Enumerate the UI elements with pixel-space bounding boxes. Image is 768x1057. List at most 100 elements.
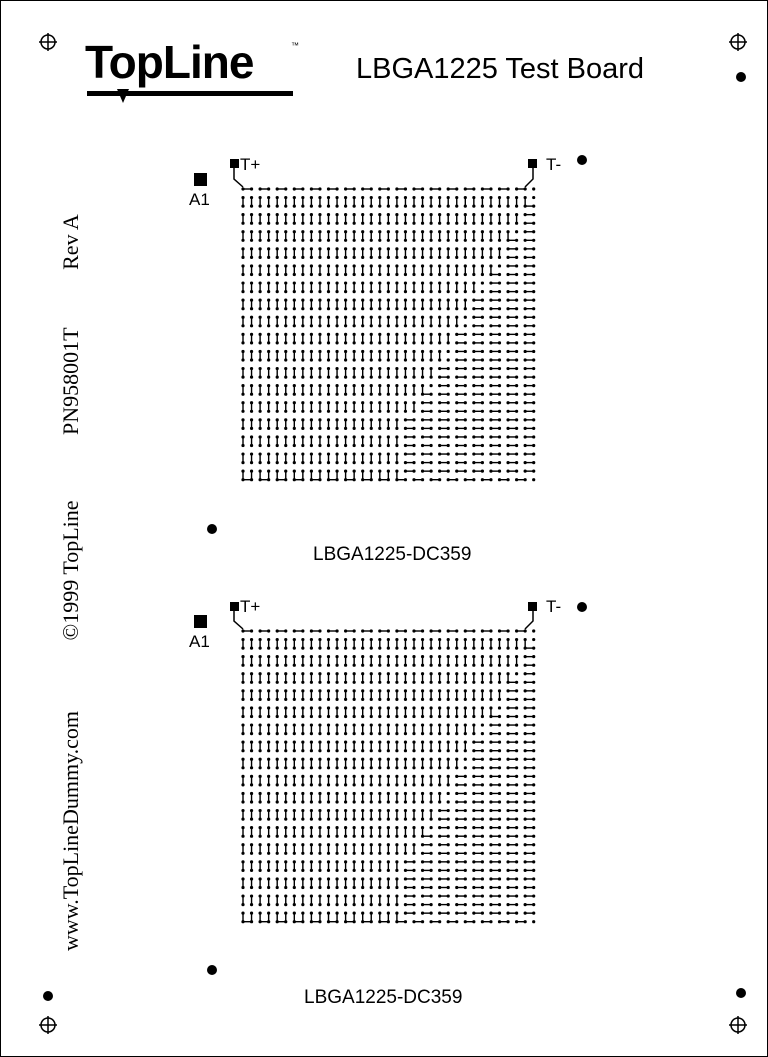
solder-ball (267, 195, 271, 200)
solder-ball (455, 834, 459, 838)
solder-ball (378, 315, 382, 319)
solder-ball (420, 315, 425, 319)
solder-ball (241, 860, 245, 864)
solder-ball (258, 401, 262, 405)
solder-ball (249, 697, 254, 701)
solder-ball (275, 689, 279, 693)
solder-ball (455, 646, 459, 650)
fiducial-dot-icon (577, 155, 587, 165)
solder-ball (369, 791, 373, 796)
solder-ball (420, 221, 425, 225)
registration-target-icon (39, 1016, 57, 1034)
solder-ball (335, 689, 339, 693)
fiducial-dot-icon (577, 602, 587, 612)
solder-ball (352, 315, 356, 319)
solder-ball (420, 697, 425, 701)
solder-ball (275, 791, 279, 796)
solder-ball (480, 655, 484, 659)
solder-ball (309, 680, 313, 684)
solder-ball (395, 868, 399, 872)
a1-marker (194, 615, 207, 628)
solder-ball (326, 646, 331, 650)
solder-ball (258, 766, 262, 770)
solder-ball (412, 920, 416, 924)
solder-ball (463, 213, 467, 217)
solder-ball (352, 204, 356, 208)
solder-ball (515, 920, 519, 924)
solder-ball (275, 680, 279, 684)
solder-ball (506, 213, 510, 217)
solder-ball (455, 697, 459, 701)
solder-ball (352, 706, 356, 710)
solder-ball (249, 766, 254, 770)
solder-ball (455, 903, 459, 907)
solder-ball (369, 646, 373, 650)
solder-ball (455, 366, 459, 371)
solder-ball (463, 478, 467, 482)
solder-ball (301, 783, 305, 787)
solder-ball (309, 791, 313, 796)
solder-ball (326, 680, 331, 684)
solder-ball (267, 204, 271, 208)
solder-ball (326, 868, 331, 872)
solder-ball (318, 766, 322, 770)
solder-ball (369, 783, 373, 787)
solder-ball (403, 418, 408, 422)
solder-ball (378, 349, 382, 354)
solder-ball (378, 646, 382, 650)
solder-ball (515, 213, 519, 217)
solder-ball (455, 851, 459, 855)
solder-ball (446, 221, 450, 225)
solder-ball (335, 221, 339, 225)
solder-ball (301, 315, 305, 319)
solder-ball (438, 774, 442, 778)
solder-ball (326, 766, 331, 770)
solder-ball (335, 646, 339, 650)
solder-ball (241, 221, 245, 225)
solder-ball (241, 706, 245, 710)
solder-ball (395, 195, 399, 200)
solder-ball (438, 221, 442, 225)
solder-ball (284, 680, 288, 684)
solder-ball (497, 655, 502, 659)
solder-ball (284, 689, 288, 693)
solder-ball (344, 401, 348, 405)
solder-ball (455, 452, 459, 456)
solder-ball (284, 366, 288, 371)
solder-ball (309, 868, 313, 872)
solder-ball (344, 349, 348, 354)
solder-ball (455, 384, 459, 388)
solder-ball (344, 868, 348, 872)
solder-ball (429, 315, 433, 319)
solder-ball (267, 680, 271, 684)
solder-ball (455, 469, 459, 473)
solder-ball (249, 213, 254, 217)
solder-ball (455, 655, 459, 659)
solder-ball (455, 860, 459, 864)
solder-ball (515, 646, 519, 650)
solder-ball (378, 281, 382, 285)
solder-ball (352, 697, 356, 701)
solder-ball (361, 281, 365, 285)
solder-ball (335, 774, 339, 778)
solder-ball (420, 443, 425, 448)
solder-ball (318, 689, 322, 693)
solder-ball (309, 629, 313, 633)
solder-ball (438, 766, 442, 770)
solder-ball (395, 851, 399, 855)
solder-ball (369, 851, 373, 855)
solder-ball (455, 706, 459, 710)
solder-ball (301, 689, 305, 693)
solder-ball (446, 689, 450, 693)
solder-ball (455, 911, 459, 915)
solder-ball (309, 187, 313, 191)
solder-ball (420, 418, 425, 422)
solder-ball (489, 646, 493, 650)
solder-ball (275, 697, 279, 701)
solder-ball (369, 213, 373, 217)
solder-ball (403, 646, 408, 650)
solder-ball (446, 281, 450, 285)
solder-ball (412, 646, 416, 650)
solder-ball (284, 204, 288, 208)
